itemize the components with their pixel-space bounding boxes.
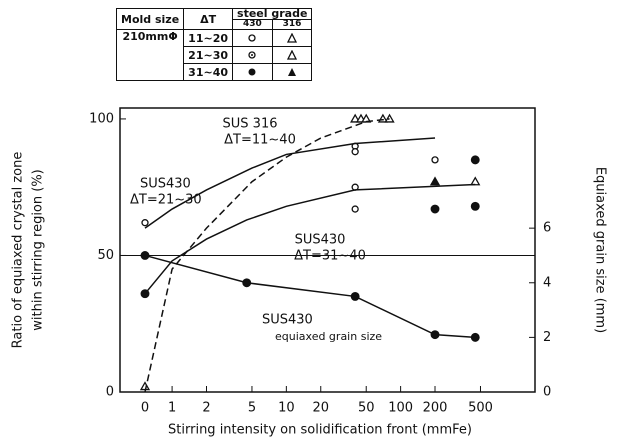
point	[470, 332, 480, 342]
point	[242, 278, 252, 288]
point	[350, 113, 361, 123]
point	[470, 155, 480, 165]
point	[355, 113, 367, 123]
point	[430, 330, 440, 340]
annotation: ΔT=21~30	[130, 193, 202, 208]
point	[351, 148, 359, 156]
y-axis-label: within stirring region (%)	[31, 169, 46, 330]
point	[351, 183, 359, 191]
curve	[144, 118, 390, 393]
x-tick-label: 20	[312, 401, 329, 416]
point	[431, 156, 439, 164]
legend-head: Mold size	[115, 8, 185, 30]
legend-symbol	[271, 46, 313, 64]
x-tick-label: 0	[141, 401, 149, 416]
annotation: ΔT=31~40	[294, 249, 366, 264]
legend-dt: 31~40	[183, 63, 234, 81]
annotation: equiaxed grain size	[275, 330, 382, 343]
y-tick-label: 100	[89, 111, 114, 126]
point	[470, 201, 480, 211]
point	[351, 142, 359, 150]
y-tick-label: 0	[106, 385, 114, 400]
point	[350, 291, 360, 301]
x-tick-label: 500	[468, 401, 493, 416]
legend-head: ΔT	[183, 8, 234, 30]
plot-frame	[119, 107, 536, 393]
point	[384, 113, 395, 123]
point	[140, 251, 150, 260]
legend-dt: 11~20	[183, 29, 234, 47]
x-tick-label: 200	[423, 401, 448, 416]
annotation: SUS430	[140, 177, 191, 192]
curve	[144, 183, 476, 295]
legend-symbol	[271, 29, 313, 47]
point	[470, 176, 481, 186]
x-tick-label: 50	[358, 401, 375, 416]
x-axis-label: Stirring intensity on solidification fro…	[168, 423, 472, 438]
x-tick-label: 100	[388, 401, 413, 416]
legend-symbol	[232, 46, 273, 64]
x-tick-label: 10	[278, 401, 295, 416]
legend-symbol	[271, 63, 313, 81]
point	[140, 289, 150, 299]
point	[351, 205, 359, 213]
y-axis-label: Ratio of equiaxed crystal zone	[11, 152, 26, 349]
x-tick-label: 2	[202, 401, 210, 416]
point	[430, 204, 440, 214]
legend: Mold size ΔT steel grade 430 316 210mmΦ …	[115, 8, 313, 81]
legend-mold: 210mmΦ	[115, 29, 185, 81]
point	[361, 113, 372, 123]
point	[377, 113, 389, 123]
y2-tick-label: 2	[543, 330, 551, 345]
legend-dt: 21~30	[183, 46, 234, 64]
y2-axis-label: Equiaxed grain size (mm)	[593, 167, 608, 333]
annotation: SUS430	[295, 233, 346, 248]
curve	[144, 137, 436, 229]
annotation: SUS 316	[223, 117, 278, 132]
annotation: SUS430	[262, 313, 313, 328]
y-tick-label: 50	[97, 248, 114, 263]
y2-tick-label: 4	[543, 275, 551, 290]
legend-symbol	[232, 29, 273, 47]
point	[429, 176, 441, 186]
y2-tick-label: 6	[543, 221, 551, 236]
legend-symbol	[232, 63, 273, 81]
legend-grade: 316	[271, 19, 313, 30]
point	[141, 219, 149, 227]
y2-tick-label: 0	[543, 385, 551, 400]
annotation: ΔT=11~40	[224, 133, 296, 148]
x-tick-label: 1	[168, 401, 176, 416]
point	[139, 381, 151, 391]
legend-head: steel grade	[232, 8, 313, 20]
legend-grade: 430	[232, 19, 273, 30]
curve	[144, 254, 476, 339]
x-tick-label: 5	[248, 401, 256, 416]
